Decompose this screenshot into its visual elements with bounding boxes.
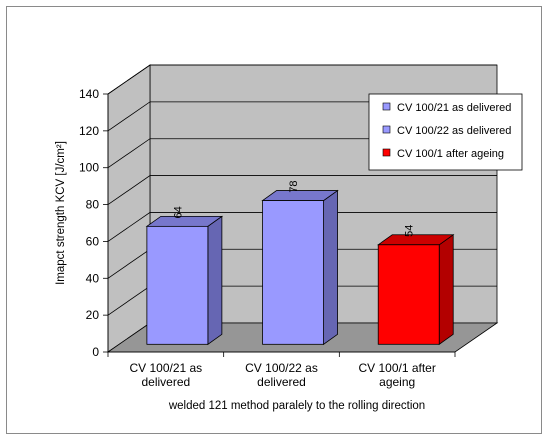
bar: 54 [376,225,455,346]
gridline [107,212,497,242]
legend-label: CV 100/1 after ageing [397,148,504,160]
y-tick-label: 100 [79,161,99,175]
bar-side [323,189,338,346]
legend-swatch [382,148,391,157]
bar: 64 [145,206,224,346]
y-tick-label: 40 [86,271,100,285]
side-wall [107,64,151,353]
x-tick-label: CV 100/1 after ageing [358,361,435,389]
bar-front [377,244,440,345]
data-label: 64 [172,206,184,218]
legend-label: CV 100/21 as delivered [397,102,511,114]
legend-box [368,93,523,171]
y-tick-label: 120 [79,124,99,138]
y-tick-label: 80 [86,198,100,212]
bar-front [262,200,324,345]
legend: CV 100/21 as delivered CV 100/22 as deliv… [368,93,523,171]
gridline [107,64,497,95]
bar-side [438,234,454,346]
y-tick-label: 20 [86,308,100,322]
legend-label: CV 100/22 as delivered [397,125,511,137]
y-tick-label: 0 [92,345,99,359]
bar-side [207,215,223,346]
bar: 78 [261,180,339,346]
x-tick-label: CV 100/22 as delivered [245,361,318,389]
bar-front [146,225,209,345]
data-label: 54 [404,225,416,237]
y-tick-label: 140 [79,87,99,101]
gridline [107,175,497,205]
x-tick-label: CV 100/21 as delivered [129,361,202,389]
data-label: 78 [288,180,300,192]
legend-swatch [382,125,391,134]
x-axis-label: welded 121 method paralely to the rollin… [168,400,425,412]
y-axis-label: Imapct strength KCV [J/cm²] [55,141,67,285]
y-tick-label: 60 [86,234,100,248]
legend-swatch [382,102,391,111]
